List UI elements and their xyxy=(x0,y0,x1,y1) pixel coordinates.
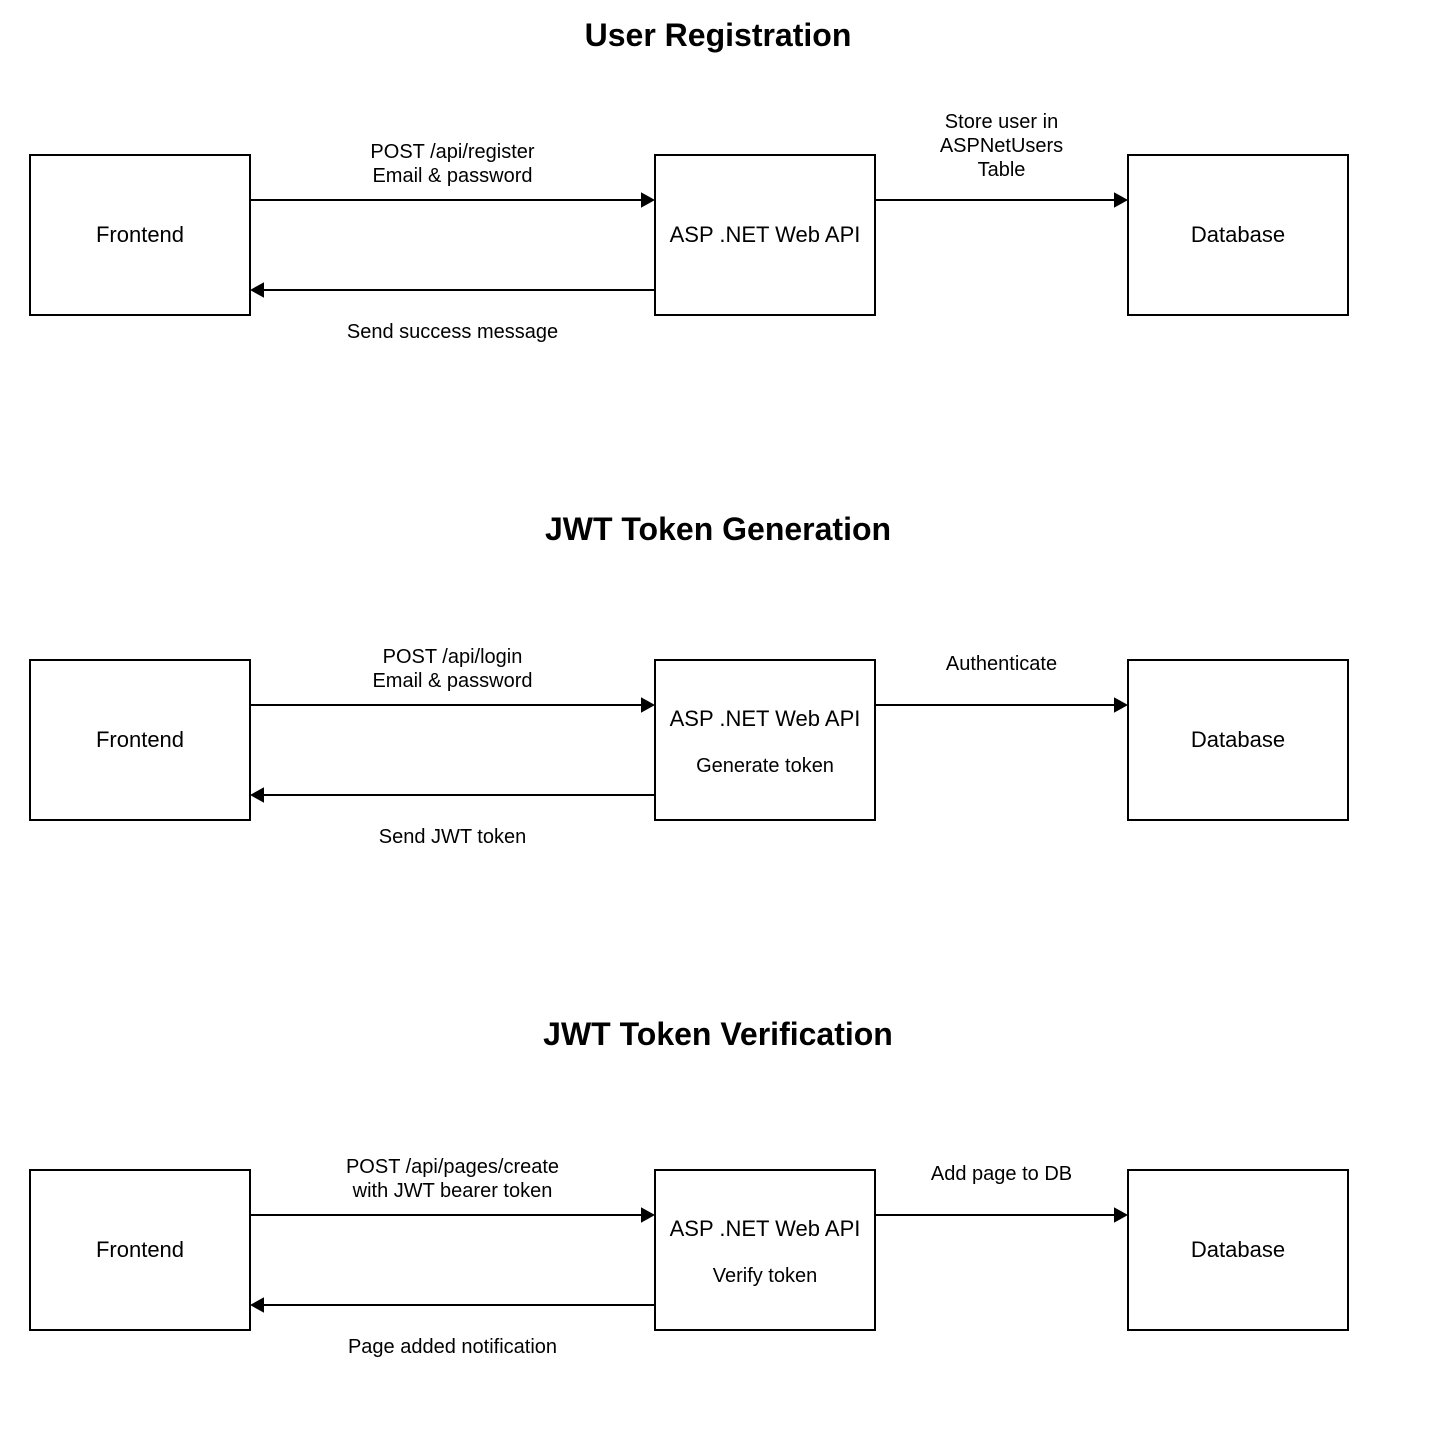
generation-arrow-2-label-0: Authenticate xyxy=(946,653,1057,675)
verification-arrow-2-label-0: Add page to DB xyxy=(931,1163,1072,1185)
verification-arrow-0-label-0: POST /api/pages/create xyxy=(346,1156,559,1178)
generation-frontend-label: Frontend xyxy=(96,727,184,752)
registration-db-label: Database xyxy=(1191,222,1285,247)
verification-arrowhead-0 xyxy=(641,1207,655,1222)
registration-arrowhead-0 xyxy=(641,192,655,207)
generation-arrowhead-1 xyxy=(250,787,264,802)
registration-arrow-1-label-0: Send success message xyxy=(347,321,558,343)
registration-arrow-0-label-1: Email & password xyxy=(372,165,532,187)
generation-arrow-1-label-0: Send JWT token xyxy=(379,826,526,848)
generation-arrow-0-label-1: Email & password xyxy=(372,670,532,692)
verification-arrowhead-2 xyxy=(1114,1207,1128,1222)
generation-arrow-0-label-0: POST /api/login xyxy=(383,646,523,668)
verification-api-sublabel: Verify token xyxy=(713,1265,818,1287)
verification-title: JWT Token Verification xyxy=(543,1016,893,1052)
generation-arrowhead-0 xyxy=(641,697,655,712)
generation-db-label: Database xyxy=(1191,727,1285,752)
registration-arrow-2-label-2: Table xyxy=(978,159,1026,181)
verification-frontend-label: Frontend xyxy=(96,1237,184,1262)
verification-api-label: ASP .NET Web API xyxy=(670,1216,861,1241)
generation-arrowhead-2 xyxy=(1114,697,1128,712)
verification-arrow-0-label-1: with JWT bearer token xyxy=(352,1180,553,1202)
registration-arrowhead-1 xyxy=(250,282,264,297)
registration-arrowhead-2 xyxy=(1114,192,1128,207)
generation-api-box xyxy=(655,660,875,820)
registration-arrow-0-label-0: POST /api/register xyxy=(370,141,534,163)
registration-title: User Registration xyxy=(585,17,852,53)
registration-arrow-2-label-0: Store user in xyxy=(945,111,1058,133)
registration-api-label: ASP .NET Web API xyxy=(670,222,861,247)
verification-api-box xyxy=(655,1170,875,1330)
registration-arrow-2-label-1: ASPNetUsers xyxy=(940,135,1063,157)
verification-arrow-1-label-0: Page added notification xyxy=(348,1336,557,1358)
generation-api-label: ASP .NET Web API xyxy=(670,706,861,731)
generation-title: JWT Token Generation xyxy=(545,511,891,547)
generation-api-sublabel: Generate token xyxy=(696,755,834,777)
verification-db-label: Database xyxy=(1191,1237,1285,1262)
verification-arrowhead-1 xyxy=(250,1297,264,1312)
registration-frontend-label: Frontend xyxy=(96,222,184,247)
